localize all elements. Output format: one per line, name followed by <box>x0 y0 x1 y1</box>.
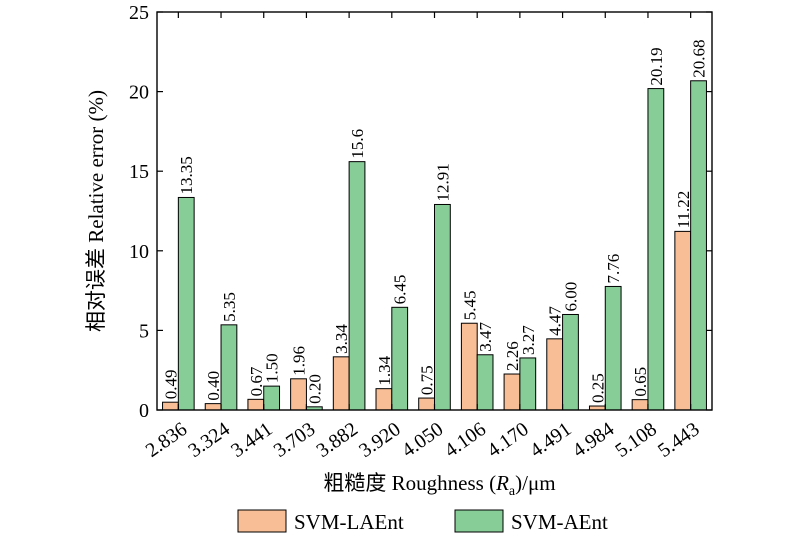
bar-svm-aent-4.170 <box>519 357 537 411</box>
bar-svm-laent-2.836 <box>162 401 179 411</box>
bar-svm-laent-3.920 <box>375 388 393 411</box>
y-tick-label: 25 <box>129 2 149 24</box>
bar-svm-laent-4.491 <box>546 338 564 411</box>
x-tick-label: 4.170 <box>483 418 532 462</box>
bar-svm-aent-4.106 <box>476 354 494 411</box>
bars-layer <box>162 80 707 411</box>
value-label-svm-laent-4.491: 4.47 <box>546 306 565 336</box>
bar-svm-aent-3.324 <box>220 324 238 411</box>
x-tick-label: 3.882 <box>313 418 362 462</box>
bar-svm-aent-4.050 <box>434 203 451 411</box>
value-labels-layer: 0.49 13.35 0.40 5.35 0.671.50 1.960.20 3.34 15.… <box>161 40 708 404</box>
value-label-svm-aent-3.882: 15.6 <box>348 129 367 159</box>
value-label-svm-laent-3.920: 1.34 <box>375 355 394 385</box>
value-label-svm-aent-4.106: 3.47 <box>476 322 495 352</box>
x-axis-title-var: R <box>495 471 509 495</box>
value-label-svm-aent-4.170: 3.27 <box>519 325 538 355</box>
bar-svm-laent-5.108 <box>631 399 649 411</box>
value-label-svm-aent-4.984: 7.76 <box>604 254 623 284</box>
x-axis-title-sub: a <box>509 484 516 499</box>
y-tick-label: 5 <box>139 320 149 342</box>
legend-label-svm-laent: SVM-LAEnt <box>294 510 404 534</box>
value-label-svm-laent-4.170: 2.26 <box>503 341 522 371</box>
value-label-svm-laent-3.882: 3.34 <box>332 324 351 354</box>
bar-svm-laent-5.443 <box>674 230 692 411</box>
value-label-svm-aent-3.324: 5.35 <box>220 292 239 322</box>
x-tick-label: 5.443 <box>654 418 703 462</box>
value-label-svm-laent-4.050: 0.75 <box>418 365 437 395</box>
bar-svm-aent-3.920 <box>391 306 409 411</box>
value-label-svm-laent-3.324: 0.40 <box>204 371 223 401</box>
value-label-svm-laent-3.441: 0.67 <box>247 366 266 396</box>
y-axis: 0 5 10 15 20 25 <box>129 2 712 422</box>
bar-svm-aent-3.882 <box>348 161 366 411</box>
x-tick-label: 4.106 <box>441 418 490 462</box>
bar-svm-laent-3.441 <box>247 398 265 411</box>
value-label-svm-aent-5.443: 20.68 <box>690 40 709 78</box>
value-label-svm-laent-5.108: 0.65 <box>631 367 650 397</box>
bar-svm-aent-4.491 <box>562 313 579 411</box>
x-tick-label: 4.491 <box>526 418 575 462</box>
value-label-svm-aent-4.491: 6.00 <box>561 282 580 312</box>
bar-svm-aent-5.108 <box>647 88 665 411</box>
y-tick-label: 20 <box>129 82 149 104</box>
x-tick-label: 4.984 <box>569 418 618 462</box>
x-tick-label: 3.703 <box>270 418 319 462</box>
x-tick-label: 3.441 <box>227 418 276 462</box>
x-axis-title-prefix: 粗糙度 Roughness ( <box>323 471 496 495</box>
value-label-svm-aent-4.050: 12.91 <box>433 163 452 201</box>
bar-svm-laent-3.882 <box>332 356 350 411</box>
y-tick-label: 0 <box>139 400 149 422</box>
bar-svm-laent-4.106 <box>460 322 478 411</box>
y-axis-title: 相对误差 Relative error (%) <box>84 90 108 332</box>
value-label-svm-laent-4.984: 0.25 <box>588 373 607 403</box>
value-label-svm-aent-3.703: 0.20 <box>305 374 324 404</box>
bar-svm-laent-4.170 <box>503 373 521 411</box>
x-axis-title: 粗糙度 Roughness (Ra)/μm <box>323 471 555 499</box>
legend-swatch-svm-laent <box>237 509 287 533</box>
legend: SVM-LAEnt SVM-AEnt <box>237 509 608 534</box>
value-label-svm-laent-5.443: 11.22 <box>674 191 693 229</box>
y-tick-label: 15 <box>129 161 149 183</box>
bar-svm-aent-2.836 <box>177 196 195 411</box>
value-label-svm-aent-2.836: 13.35 <box>177 156 196 194</box>
legend-swatch-svm-aent <box>454 509 504 533</box>
value-label-svm-laent-2.836: 0.49 <box>161 369 180 399</box>
value-label-svm-aent-3.441: 1.50 <box>263 353 282 383</box>
x-tick-label: 5.108 <box>611 418 660 462</box>
value-label-svm-laent-3.703: 1.96 <box>290 346 309 376</box>
bar-svm-aent-5.443 <box>690 80 707 411</box>
x-tick-label: 3.920 <box>355 418 404 462</box>
x-tick-label: 2.836 <box>142 418 191 462</box>
value-label-svm-laent-4.106: 5.45 <box>460 290 479 320</box>
bar-svm-laent-4.050 <box>418 397 436 411</box>
x-tick-label: 3.324 <box>184 418 233 462</box>
y-tick-label: 10 <box>129 241 149 263</box>
bar-svm-aent-4.984 <box>604 285 622 411</box>
legend-label-svm-aent: SVM-AEnt <box>511 510 608 534</box>
x-tick-label: 4.050 <box>398 418 447 462</box>
x-axis-title-suffix: )/μm <box>515 471 555 495</box>
bar-svm-laent-3.324 <box>204 403 222 411</box>
bar-svm-laent-3.703 <box>290 378 307 411</box>
bar-svm-aent-3.441 <box>263 385 281 411</box>
value-label-svm-aent-3.920: 6.45 <box>391 275 410 305</box>
value-label-svm-aent-5.108: 20.19 <box>647 47 666 85</box>
